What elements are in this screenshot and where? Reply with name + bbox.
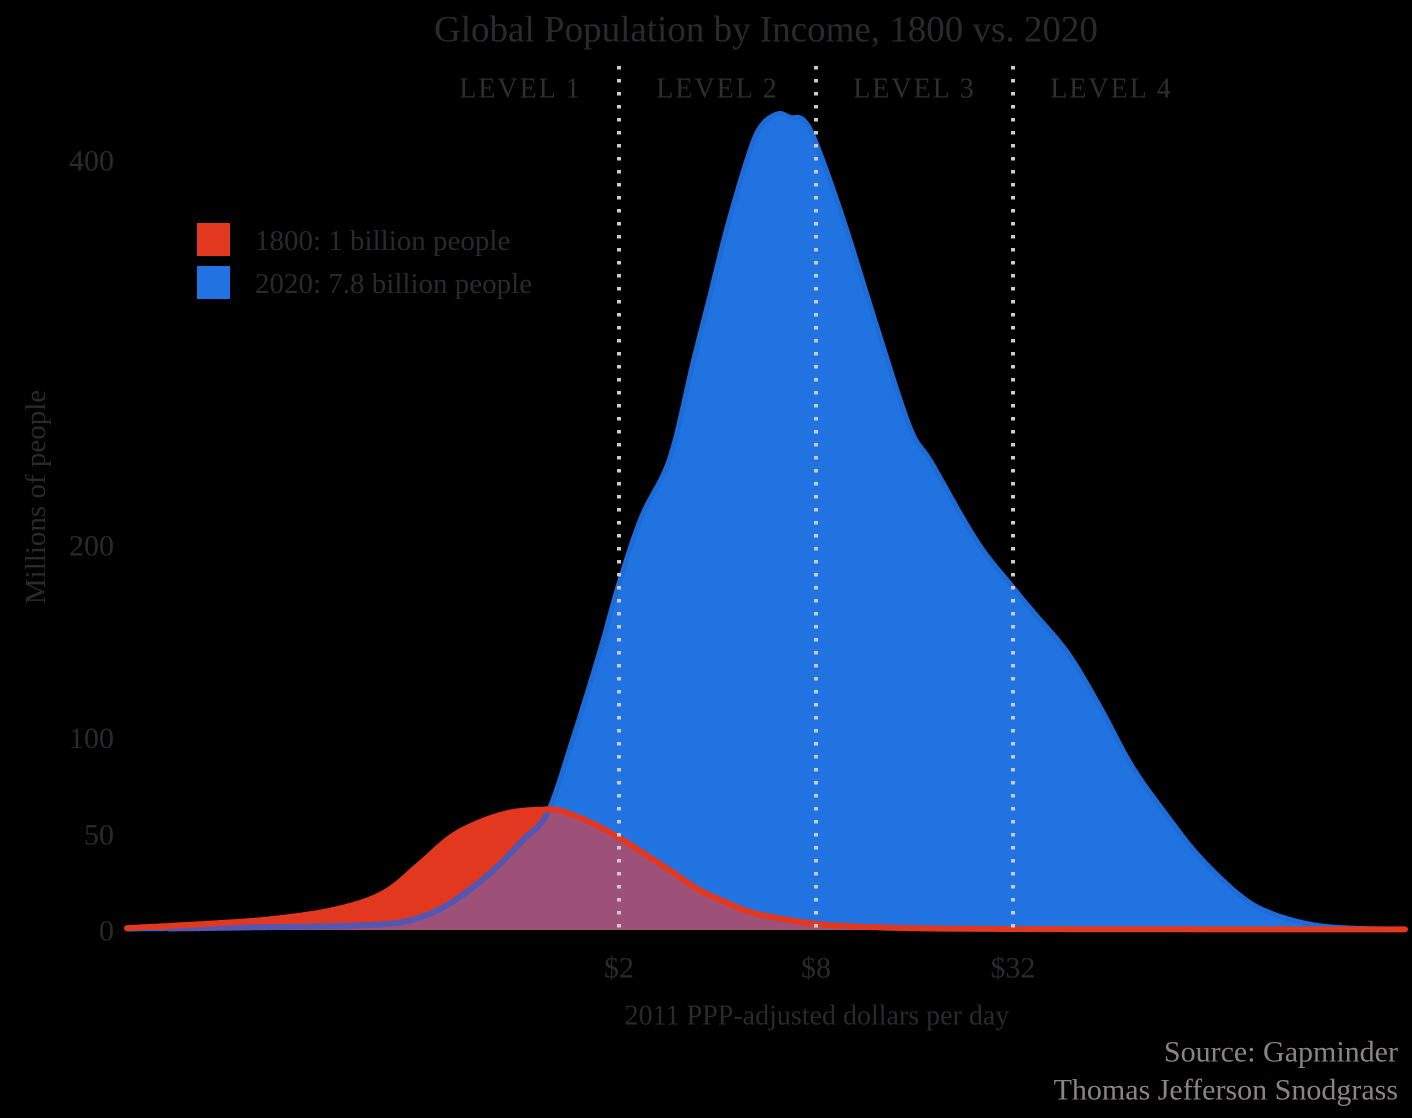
x-axis-title: 2011 PPP-adjusted dollars per day <box>625 1001 1010 1032</box>
level-band-label-3: LEVEL 3 <box>853 74 976 105</box>
source-credit-line: Source: Gapminder <box>1164 1036 1398 1069</box>
legend: 1800: 1 billion people 2020: 7.8 billion… <box>197 223 532 300</box>
y-tick-label-200: 200 <box>69 530 114 563</box>
legend-label-2020: 2020: 7.8 billion people <box>255 268 532 300</box>
author-credit-line: Thomas Jefferson Snodgrass <box>1054 1074 1398 1107</box>
chart-areas <box>124 111 1408 933</box>
x-tick-label-32: $32 <box>991 952 1036 985</box>
x-tick-label-2: $2 <box>604 952 634 985</box>
chart-title: Global Population by Income, 1800 vs. 20… <box>434 10 1098 51</box>
y-tick-label-0: 0 <box>99 915 114 948</box>
generated-labels: LEVEL 1 LEVEL 2 LEVEL 3 LEVEL 4 $2 $8 $32 0 50 10… <box>69 74 1173 985</box>
curve-2020-outline-under-1800 <box>166 810 550 932</box>
curve-1800-outline <box>124 806 1408 933</box>
level-divider-lines <box>617 66 1015 930</box>
area-1800 <box>127 809 1405 930</box>
level-band-label-1: LEVEL 1 <box>459 74 582 105</box>
legend-swatch-2020 <box>197 266 230 299</box>
y-tick-label-100: 100 <box>69 722 114 755</box>
legend-swatch-1800 <box>197 223 230 256</box>
x-tick-label-8: $8 <box>801 952 831 985</box>
area-2020 <box>127 113 1405 930</box>
y-tick-label-50: 50 <box>84 818 114 851</box>
y-tick-label-400: 400 <box>69 145 114 178</box>
level-band-label-2: LEVEL 2 <box>656 74 779 105</box>
y-axis-title: Millions of people <box>20 390 52 604</box>
level-band-label-4: LEVEL 4 <box>1050 74 1173 105</box>
legend-label-1800: 1800: 1 billion people <box>255 225 510 257</box>
